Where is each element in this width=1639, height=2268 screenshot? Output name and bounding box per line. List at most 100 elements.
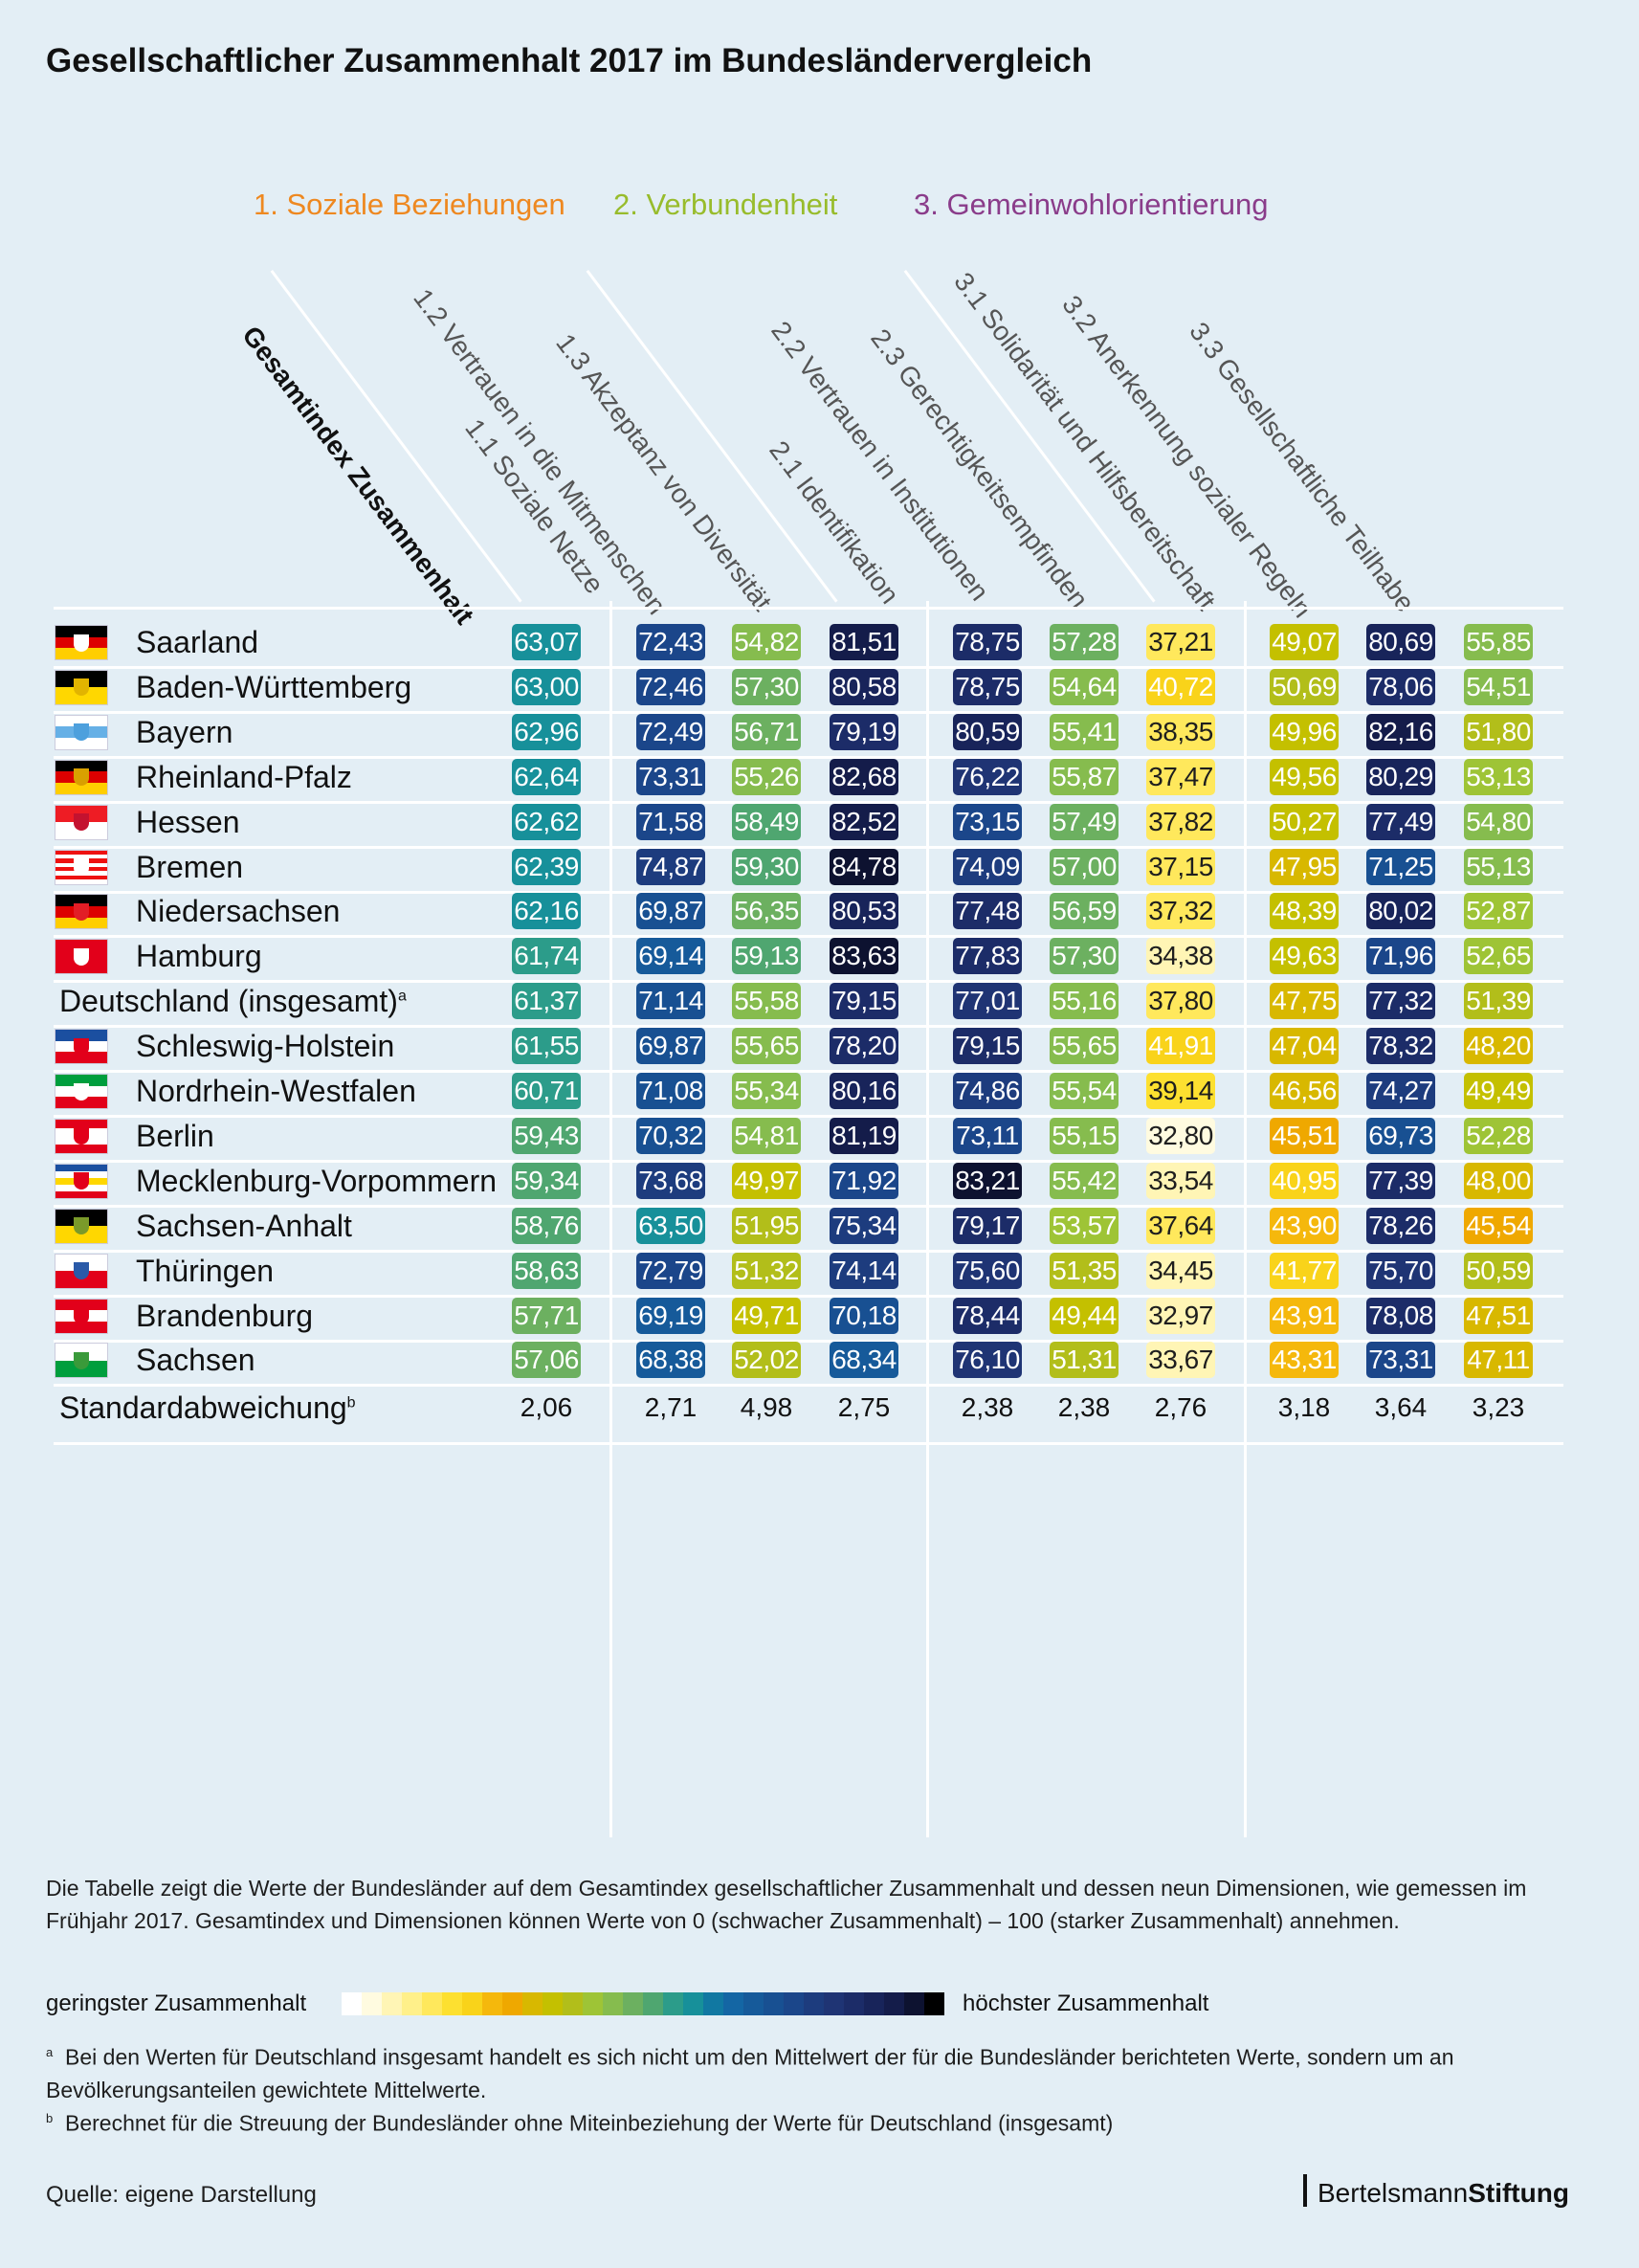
table-cell-brandenburg-6: 49,44 [1050, 1297, 1119, 1334]
table-cell-hamburg-10: 52,65 [1464, 938, 1533, 975]
table-cell-sachsen-6: 51,31 [1050, 1342, 1119, 1379]
table-cell-hamburg-2: 69,14 [636, 938, 705, 975]
row-name: Bayern [136, 714, 233, 749]
table-cell-berlin-1: 59,43 [512, 1117, 581, 1154]
flag-niedersachsen-icon [55, 895, 107, 929]
table-cell-saarland-1: 63,07 [512, 624, 581, 660]
flag-stripe [55, 687, 107, 704]
footnote-a: a Bei den Werten für Deutschland insgesa… [46, 2044, 1454, 2102]
coat-of-arms-icon [74, 1262, 89, 1280]
table-cell-schleswig-holstein-4: 78,20 [830, 1028, 898, 1065]
flag-stripe [55, 1075, 107, 1086]
table-cell-brandenburg-9: 78,08 [1366, 1297, 1435, 1334]
table-cell-sachsen-anhalt-7: 37,64 [1146, 1207, 1215, 1244]
table-cell-bayern-8: 49,96 [1270, 713, 1339, 750]
table-cell-baden-wuerttemberg-9: 78,06 [1366, 668, 1435, 705]
flag-stripe [55, 1321, 107, 1333]
table-cell-sachsen-3: 52,02 [732, 1342, 801, 1379]
table-cell-deutschland-insgesamt-2: 71,14 [636, 983, 705, 1020]
row-divider [54, 1249, 1563, 1253]
flag-stripe [55, 760, 107, 772]
table-cell-hamburg-4: 83,63 [830, 938, 898, 975]
table-cell-bayern-3: 56,71 [732, 713, 801, 750]
table-cell-bremen-10: 55,13 [1464, 848, 1533, 885]
row-label-bayern: Bayern [136, 715, 233, 750]
row-label-deutschland-insgesamt: Deutschland (insgesamt)a [59, 984, 407, 1019]
row-name: Saarland [136, 625, 259, 659]
table-cell-baden-wuerttemberg-6: 54,64 [1050, 668, 1119, 705]
flag-stripe [55, 879, 107, 884]
std-value-7: 2,76 [1154, 1392, 1207, 1423]
table-cell-hamburg-3: 59,13 [732, 938, 801, 975]
coat-of-arms-icon [74, 768, 89, 787]
flag-stripe [55, 1164, 107, 1171]
table-cell-hamburg-1: 61,74 [512, 938, 581, 975]
legend-swatch [522, 1992, 543, 2015]
legend-swatch [663, 1992, 683, 2015]
table-cell-hamburg-7: 34,38 [1146, 938, 1215, 975]
table-cell-berlin-5: 73,11 [953, 1117, 1022, 1154]
table-cell-thueringen-4: 74,14 [830, 1252, 898, 1289]
table-cell-sachsen-5: 76,10 [953, 1342, 1022, 1379]
table-top-rule [54, 607, 1563, 610]
row-name: Baden-Württemberg [136, 669, 412, 704]
row-name: Mecklenburg-Vorpommern [136, 1163, 498, 1198]
row-name: Rheinland-Pfalz [136, 759, 352, 794]
table-cell-mecklenburg-vorpommern-4: 71,92 [830, 1162, 898, 1199]
row-divider [54, 666, 1563, 669]
flag-bayern-icon [55, 715, 107, 749]
flag-sachsen-icon [55, 1344, 107, 1378]
row-label-standardabweichung: Standardabweichungb [59, 1390, 356, 1426]
table-cell-nordrhein-westfalen-8: 46,56 [1270, 1073, 1339, 1109]
table-cell-nordrhein-westfalen-3: 55,34 [732, 1073, 801, 1109]
row-label-saarland: Saarland [136, 625, 258, 660]
row-name: Niedersachsen [136, 894, 341, 929]
table-cell-niedersachsen-7: 37,32 [1146, 893, 1215, 930]
flag-saarland-icon [55, 626, 107, 660]
flag-schleswig-holstein-icon [55, 1030, 107, 1064]
table-cell-deutschland-insgesamt-1: 61,37 [512, 983, 581, 1020]
legend-swatch [563, 1992, 583, 2015]
table-cell-schleswig-holstein-9: 78,32 [1366, 1028, 1435, 1065]
coat-of-arms-icon [74, 1307, 89, 1324]
row-name: Sachsen [136, 1343, 255, 1378]
table-cell-niedersachsen-4: 80,53 [830, 893, 898, 930]
table-cell-mecklenburg-vorpommern-3: 49,97 [732, 1162, 801, 1199]
table-cell-mecklenburg-vorpommern-6: 55,42 [1050, 1162, 1119, 1199]
legend-swatch [402, 1992, 422, 2015]
table-cell-thueringen-5: 75,60 [953, 1252, 1022, 1289]
table-cell-bayern-5: 80,59 [953, 713, 1022, 750]
table-cell-bayern-1: 62,96 [512, 713, 581, 750]
table-cell-hamburg-9: 71,96 [1366, 938, 1435, 975]
row-name: Hessen [136, 804, 240, 839]
legend-swatch [382, 1992, 402, 2015]
table-cell-deutschland-insgesamt-9: 77,32 [1366, 983, 1435, 1020]
row-name: Thüringen [136, 1253, 275, 1288]
row-name: Sachsen-Anhalt [136, 1208, 352, 1243]
table-cell-schleswig-holstein-10: 48,20 [1464, 1028, 1533, 1065]
table-cell-sachsen-9: 73,31 [1366, 1342, 1435, 1379]
flag-stripe [55, 1190, 107, 1198]
table-cell-sachsen-1: 57,06 [512, 1342, 581, 1379]
legend-swatch [422, 1992, 442, 2015]
coat-of-arms-icon [74, 1351, 89, 1369]
row-divider [54, 755, 1563, 759]
table-cell-schleswig-holstein-3: 55,65 [732, 1028, 801, 1065]
row-label-niedersachsen: Niedersachsen [136, 894, 340, 929]
table-cell-niedersachsen-1: 62,16 [512, 893, 581, 930]
row-divider [54, 1025, 1563, 1029]
table-cell-rheinland-pfalz-2: 73,31 [636, 758, 705, 795]
legend-swatch [482, 1992, 502, 2015]
flag-stripe [55, 1030, 107, 1041]
flag-stripe [55, 1119, 107, 1128]
row-divider [54, 845, 1563, 849]
coat-of-arms-icon [74, 947, 89, 966]
legend-swatch [904, 1992, 924, 2015]
legend-swatch [603, 1992, 623, 2015]
brand-logo: BertelsmannStiftung [1318, 2178, 1569, 2208]
table-cell-bayern-2: 72,49 [636, 713, 705, 750]
table-cell-sachsen-4: 68,34 [830, 1342, 898, 1379]
table-cell-rheinland-pfalz-3: 55,26 [732, 758, 801, 795]
table-cell-sachsen-10: 47,11 [1464, 1342, 1533, 1379]
table-cell-sachsen-anhalt-6: 53,57 [1050, 1207, 1119, 1244]
